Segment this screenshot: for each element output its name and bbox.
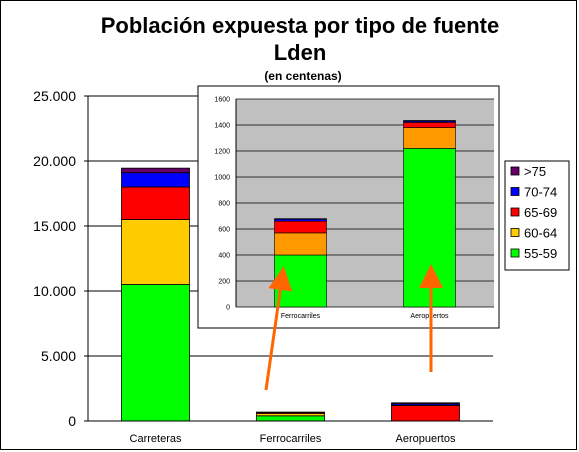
legend: >75 70-74 65-69 60-64 55-59 [504, 160, 570, 271]
main-y-tick-label: 20.000 [33, 153, 76, 169]
main-bar-segment [121, 219, 190, 285]
legend-label: >75 [524, 164, 546, 179]
inset-x-tick-label: Ferrocarriles [281, 313, 321, 320]
inset-bar-segment [274, 220, 327, 234]
inset-y-axis-ticks: 0 200 400 600 800 1000 1200 1400 1600 [214, 97, 230, 312]
inset-bar-segment [274, 218, 327, 220]
chart-subtitle: (en centenas) [264, 69, 341, 83]
legend-swatch [510, 187, 520, 196]
main-bar-segment [121, 167, 190, 174]
main-bar-segment [121, 172, 190, 188]
main-y-axis-ticks: 0 5.000 10.000 15.000 20.000 25.000 [33, 88, 88, 429]
main-bar-segment [256, 415, 325, 422]
main-bar-segment [391, 404, 460, 422]
chart-title: Población expuesta por tipo de fuente [101, 13, 500, 38]
main-y-tick-label: 0 [68, 413, 76, 429]
inset-bar-segment [403, 122, 456, 128]
chart-title-line2: Lden [274, 40, 327, 65]
legend-swatch [510, 207, 520, 217]
main-x-tick-label: Ferrocarriles [260, 433, 322, 445]
inset-y-tick-label: 200 [218, 279, 230, 286]
main-x-tick-label: Carreteras [130, 433, 182, 445]
inset-y-tick-label: 1600 [214, 97, 230, 104]
inset-chart: 0 200 400 600 800 1000 1200 1400 1600 Ferrocarri… [197, 85, 500, 329]
main-bar-segment [391, 402, 460, 405]
legend-swatch [510, 248, 520, 258]
main-axes [87, 96, 493, 422]
legend-swatch [510, 228, 520, 237]
inset-bar-segment [403, 120, 456, 122]
legend-swatch [510, 166, 520, 176]
arrow-ferrocarriles [264, 266, 293, 391]
inset-y-tick-label: 800 [218, 201, 230, 208]
inset-y-tick-label: 1000 [214, 175, 230, 182]
inset-bar-segment [403, 127, 456, 149]
main-y-tick-label: 15.000 [33, 218, 76, 234]
main-bars [121, 167, 460, 422]
legend-label: 65-69 [524, 205, 557, 220]
main-bar-segment [121, 284, 190, 422]
main-x-axis-labels: Carreteras Ferrocarriles Aeropuertos [130, 433, 456, 445]
legend-label: 55-59 [524, 246, 557, 261]
legend-label: 60-64 [524, 226, 557, 241]
legend-label: 70-74 [524, 185, 557, 200]
inset-bar-segment [274, 232, 327, 256]
main-y-tick-label: 10.000 [33, 283, 76, 299]
main-y-tick-label: 5.000 [41, 348, 76, 364]
main-y-tick-label: 25.000 [33, 88, 76, 104]
inset-y-tick-label: 600 [218, 227, 230, 234]
inset-y-tick-label: 1400 [214, 123, 230, 130]
inset-y-tick-label: 1200 [214, 149, 230, 156]
main-x-tick-label: Aeropuertos [396, 433, 456, 445]
main-bar-segment [121, 186, 190, 220]
inset-y-tick-label: 400 [218, 253, 230, 260]
inset-y-tick-label: 0 [226, 305, 230, 312]
